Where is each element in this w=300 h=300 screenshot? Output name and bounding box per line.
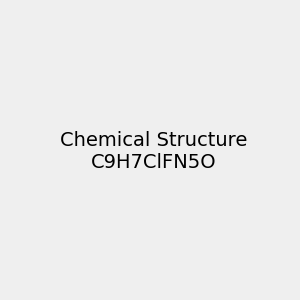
Text: Chemical Structure
C9H7ClFN5O: Chemical Structure C9H7ClFN5O xyxy=(60,131,248,172)
